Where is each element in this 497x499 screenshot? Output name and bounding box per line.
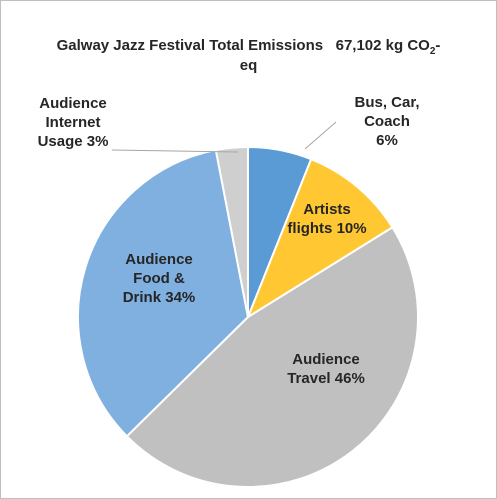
- chart-title-tail: -: [435, 37, 441, 54]
- chart-title: Galway Jazz Festival Total Emissions 67,…: [1, 37, 496, 57]
- chart-title-main: Galway Jazz Festival Total Emissions 67,…: [56, 37, 430, 54]
- pie-slice-3: [125, 225, 419, 488]
- pie-slice-4: [77, 148, 250, 438]
- pie-slice-2: [245, 157, 394, 320]
- slice-label-3: Audience Travel 46%: [287, 351, 365, 387]
- slice-label-2: Artists flights 10%: [287, 201, 367, 237]
- slice-label-4: Audience Food & Drink 34%: [122, 251, 196, 306]
- slice-label-5: Audience Internet Usage 3%: [37, 95, 109, 150]
- chart-title-line2: eq: [239, 57, 258, 74]
- leader-line-1: [304, 121, 337, 150]
- leader-line-5: [111, 149, 239, 153]
- chart-title-subscript: 2: [429, 46, 436, 57]
- pie-slice-5: [214, 145, 249, 318]
- slice-label-1: Bus, Car, Coach 6%: [354, 94, 420, 149]
